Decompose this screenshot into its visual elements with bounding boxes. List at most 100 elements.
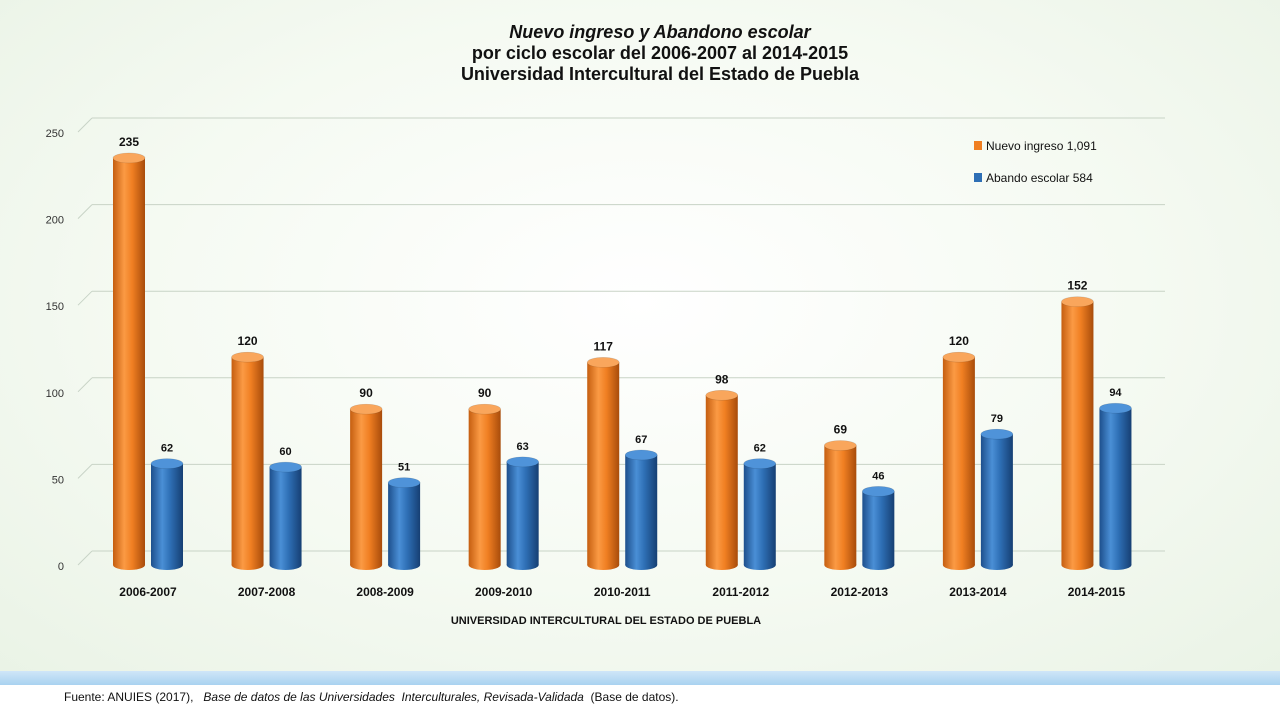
bar <box>743 458 777 570</box>
gridline-diagonal <box>77 290 93 306</box>
legend-label: Nuevo ingreso 1,091 <box>986 139 1097 153</box>
chart-title: Nuevo ingreso y Abandono escolar por cic… <box>300 22 1020 85</box>
data-label: 63 <box>517 441 529 453</box>
data-label: 235 <box>119 135 139 149</box>
bar-top <box>468 403 501 415</box>
footer-band <box>0 671 1280 685</box>
x-tick-label: 2010-2011 <box>594 585 651 599</box>
chart-title-line-1: Nuevo ingreso y Abandono escolar <box>509 22 811 42</box>
bar-top <box>942 351 976 363</box>
bar <box>705 389 739 570</box>
data-label: 90 <box>478 386 492 400</box>
data-label: 46 <box>872 470 884 482</box>
chart-title-line-3: Universidad Intercultural del Estado de … <box>460 64 860 84</box>
y-tick-label: 50 <box>52 474 64 486</box>
bar-top <box>150 458 184 469</box>
bar-body <box>506 461 539 565</box>
bar-body <box>942 357 975 565</box>
bar-base <box>743 560 776 570</box>
bar-top <box>269 461 302 473</box>
bar-base <box>113 560 145 570</box>
gridline-diagonal <box>77 117 93 133</box>
x-tick-label: 2008-2009 <box>356 585 414 599</box>
source-note: Fuente: ANUIES (2017), Base de datos de … <box>64 690 679 704</box>
bar-top <box>862 486 895 497</box>
bar-body <box>151 463 183 565</box>
bar-base <box>1099 560 1132 570</box>
data-label: 120 <box>238 334 258 348</box>
data-label: 69 <box>834 422 848 436</box>
bar <box>387 477 421 570</box>
bar-top <box>349 403 383 415</box>
bar-base <box>980 560 1013 570</box>
bar <box>349 403 383 570</box>
legend-swatch <box>974 173 982 182</box>
gridline-diagonal <box>77 204 93 219</box>
bar-top <box>1099 402 1132 414</box>
data-label: 62 <box>161 443 173 455</box>
bar <box>624 449 658 570</box>
bar-top <box>824 440 857 451</box>
bar <box>942 351 976 570</box>
bar-base <box>705 560 738 570</box>
bar <box>150 458 184 570</box>
bar-top <box>112 152 146 164</box>
bar-body <box>231 357 264 565</box>
legend-label: Abando escolar 584 <box>986 171 1093 185</box>
bar-body <box>468 409 501 565</box>
bar-base <box>231 560 264 570</box>
bar-base <box>350 560 383 570</box>
bar-body <box>113 157 145 566</box>
bar-base <box>824 560 857 570</box>
gridline-diagonal <box>77 464 93 479</box>
bar-top <box>1061 296 1094 308</box>
bar-body <box>1061 301 1094 565</box>
bar-top <box>231 351 264 363</box>
bar-body <box>705 395 738 565</box>
gridline-diagonal <box>77 377 93 393</box>
bar-top <box>586 357 620 368</box>
bar-top <box>705 389 739 401</box>
source-suffix: (Base de datos). <box>590 690 679 704</box>
bar-body <box>1099 408 1132 565</box>
bar <box>506 456 539 570</box>
bar-base <box>388 560 421 570</box>
bar-body <box>625 454 658 565</box>
legend-swatch <box>974 141 982 150</box>
data-label: 62 <box>754 443 766 455</box>
bar <box>862 486 895 570</box>
x-tick-label: 2007-2008 <box>238 585 296 599</box>
bar <box>586 357 620 570</box>
data-label: 117 <box>594 339 614 353</box>
x-tick-label: 2014-2015 <box>1068 585 1126 599</box>
bar-top <box>506 456 539 468</box>
bar-chart: 0 50 100 150 200 250 235 62 2006-2007 120 60 2007-2… <box>46 117 1165 627</box>
bar-top <box>743 458 777 469</box>
y-tick-label: 250 <box>46 128 64 140</box>
y-tick-label: 200 <box>46 215 64 227</box>
data-label: 51 <box>398 462 410 474</box>
bar-body <box>824 445 857 565</box>
x-tick-label: 2012-2013 <box>831 585 889 599</box>
data-label: 152 <box>1067 279 1087 293</box>
data-label: 120 <box>949 334 969 348</box>
bar-body <box>862 491 895 565</box>
x-tick-label: 2009-2010 <box>475 585 533 599</box>
data-label: 98 <box>715 372 729 386</box>
chart-title-line-2: por ciclo escolar del 2006-2007 al 2014-… <box>471 43 849 63</box>
bar <box>231 351 264 570</box>
bar-body <box>388 482 421 565</box>
bar-body <box>587 362 620 565</box>
bar <box>824 440 857 570</box>
bar-base <box>587 560 620 570</box>
x-tick-label: 2006-2007 <box>119 585 177 599</box>
y-tick-label: 0 <box>58 561 64 573</box>
bar <box>1099 402 1132 570</box>
gridline-diagonal <box>77 550 93 566</box>
bar <box>1061 296 1094 570</box>
bar <box>468 403 501 570</box>
bar <box>269 461 302 570</box>
x-tick-label: 2011-2012 <box>712 585 769 599</box>
footer <box>0 685 1280 720</box>
bar-base <box>151 560 183 570</box>
